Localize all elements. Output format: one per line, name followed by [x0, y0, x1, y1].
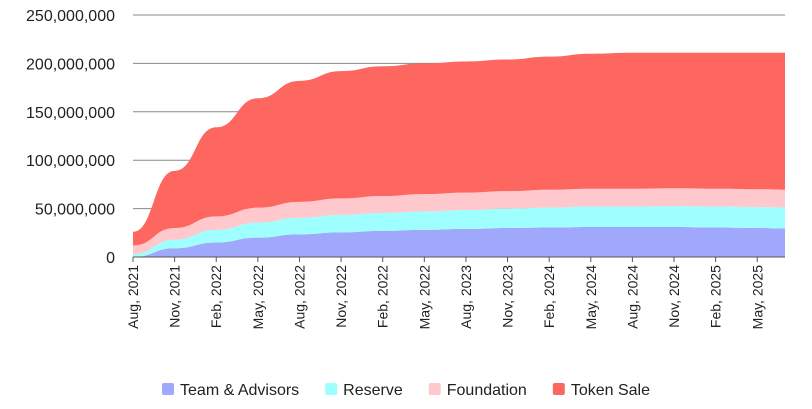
x-tick-label: Feb, 2022 — [208, 265, 224, 328]
axes: 0 50,000,000 100,000,000 150,000,000 200,000… — [26, 8, 785, 329]
x-tick-label: Nov, 2021 — [167, 265, 183, 328]
y-tick-label: 50,000,000 — [35, 202, 115, 219]
legend-label: Reserve — [343, 382, 403, 399]
legend-item-foundation[interactable]: Foundation — [428, 382, 527, 399]
legend-item-reserve[interactable]: Reserve — [325, 382, 403, 399]
legend-item-team-advisors[interactable]: Team & Advisors — [162, 382, 299, 399]
y-tick-label: 100,000,000 — [26, 153, 115, 170]
area-team-advisors — [133, 226, 785, 257]
y-tick-label: 150,000,000 — [26, 105, 115, 122]
area-reserve — [133, 206, 785, 257]
x-tick-label: Feb, 2025 — [708, 265, 724, 328]
x-tick-label: Aug, 2022 — [291, 265, 307, 329]
area-foundation — [133, 188, 785, 255]
x-tick-label: Aug, 2021 — [125, 265, 141, 329]
y-tick-label: 200,000,000 — [26, 56, 115, 73]
legend-swatch — [325, 383, 338, 395]
area-series — [133, 52, 785, 257]
x-tick-label: Feb, 2024 — [541, 265, 557, 328]
legend-swatch — [428, 383, 441, 395]
y-tick-label: 250,000,000 — [26, 8, 115, 25]
legend-item-token-sale[interactable]: Token Sale — [552, 382, 650, 399]
legend: Team & Advisors Reserve Foundation Token Sa… — [162, 382, 650, 399]
area-token-sale — [133, 52, 785, 246]
x-tick-label: May, 2022 — [250, 265, 266, 330]
x-tick-label: Nov, 2023 — [500, 265, 516, 328]
legend-label: Team & Advisors — [180, 382, 299, 399]
legend-swatch — [162, 383, 175, 395]
legend-swatch — [552, 383, 565, 395]
y-tick-label: 0 — [106, 250, 115, 267]
legend-label: Token Sale — [571, 382, 650, 399]
x-tick-label: May, 2022 — [416, 265, 432, 330]
x-tick-label: Aug, 2023 — [458, 265, 474, 329]
legend-label: Foundation — [447, 382, 527, 399]
x-tick-label: May, 2024 — [583, 265, 599, 330]
x-tick-label: May, 2025 — [749, 265, 765, 330]
x-tick-label: Nov, 2024 — [666, 265, 682, 328]
x-tick-label: Feb, 2022 — [375, 265, 391, 328]
x-tick-label: Aug, 2024 — [624, 265, 640, 329]
x-tick-label: Nov, 2022 — [333, 265, 349, 328]
